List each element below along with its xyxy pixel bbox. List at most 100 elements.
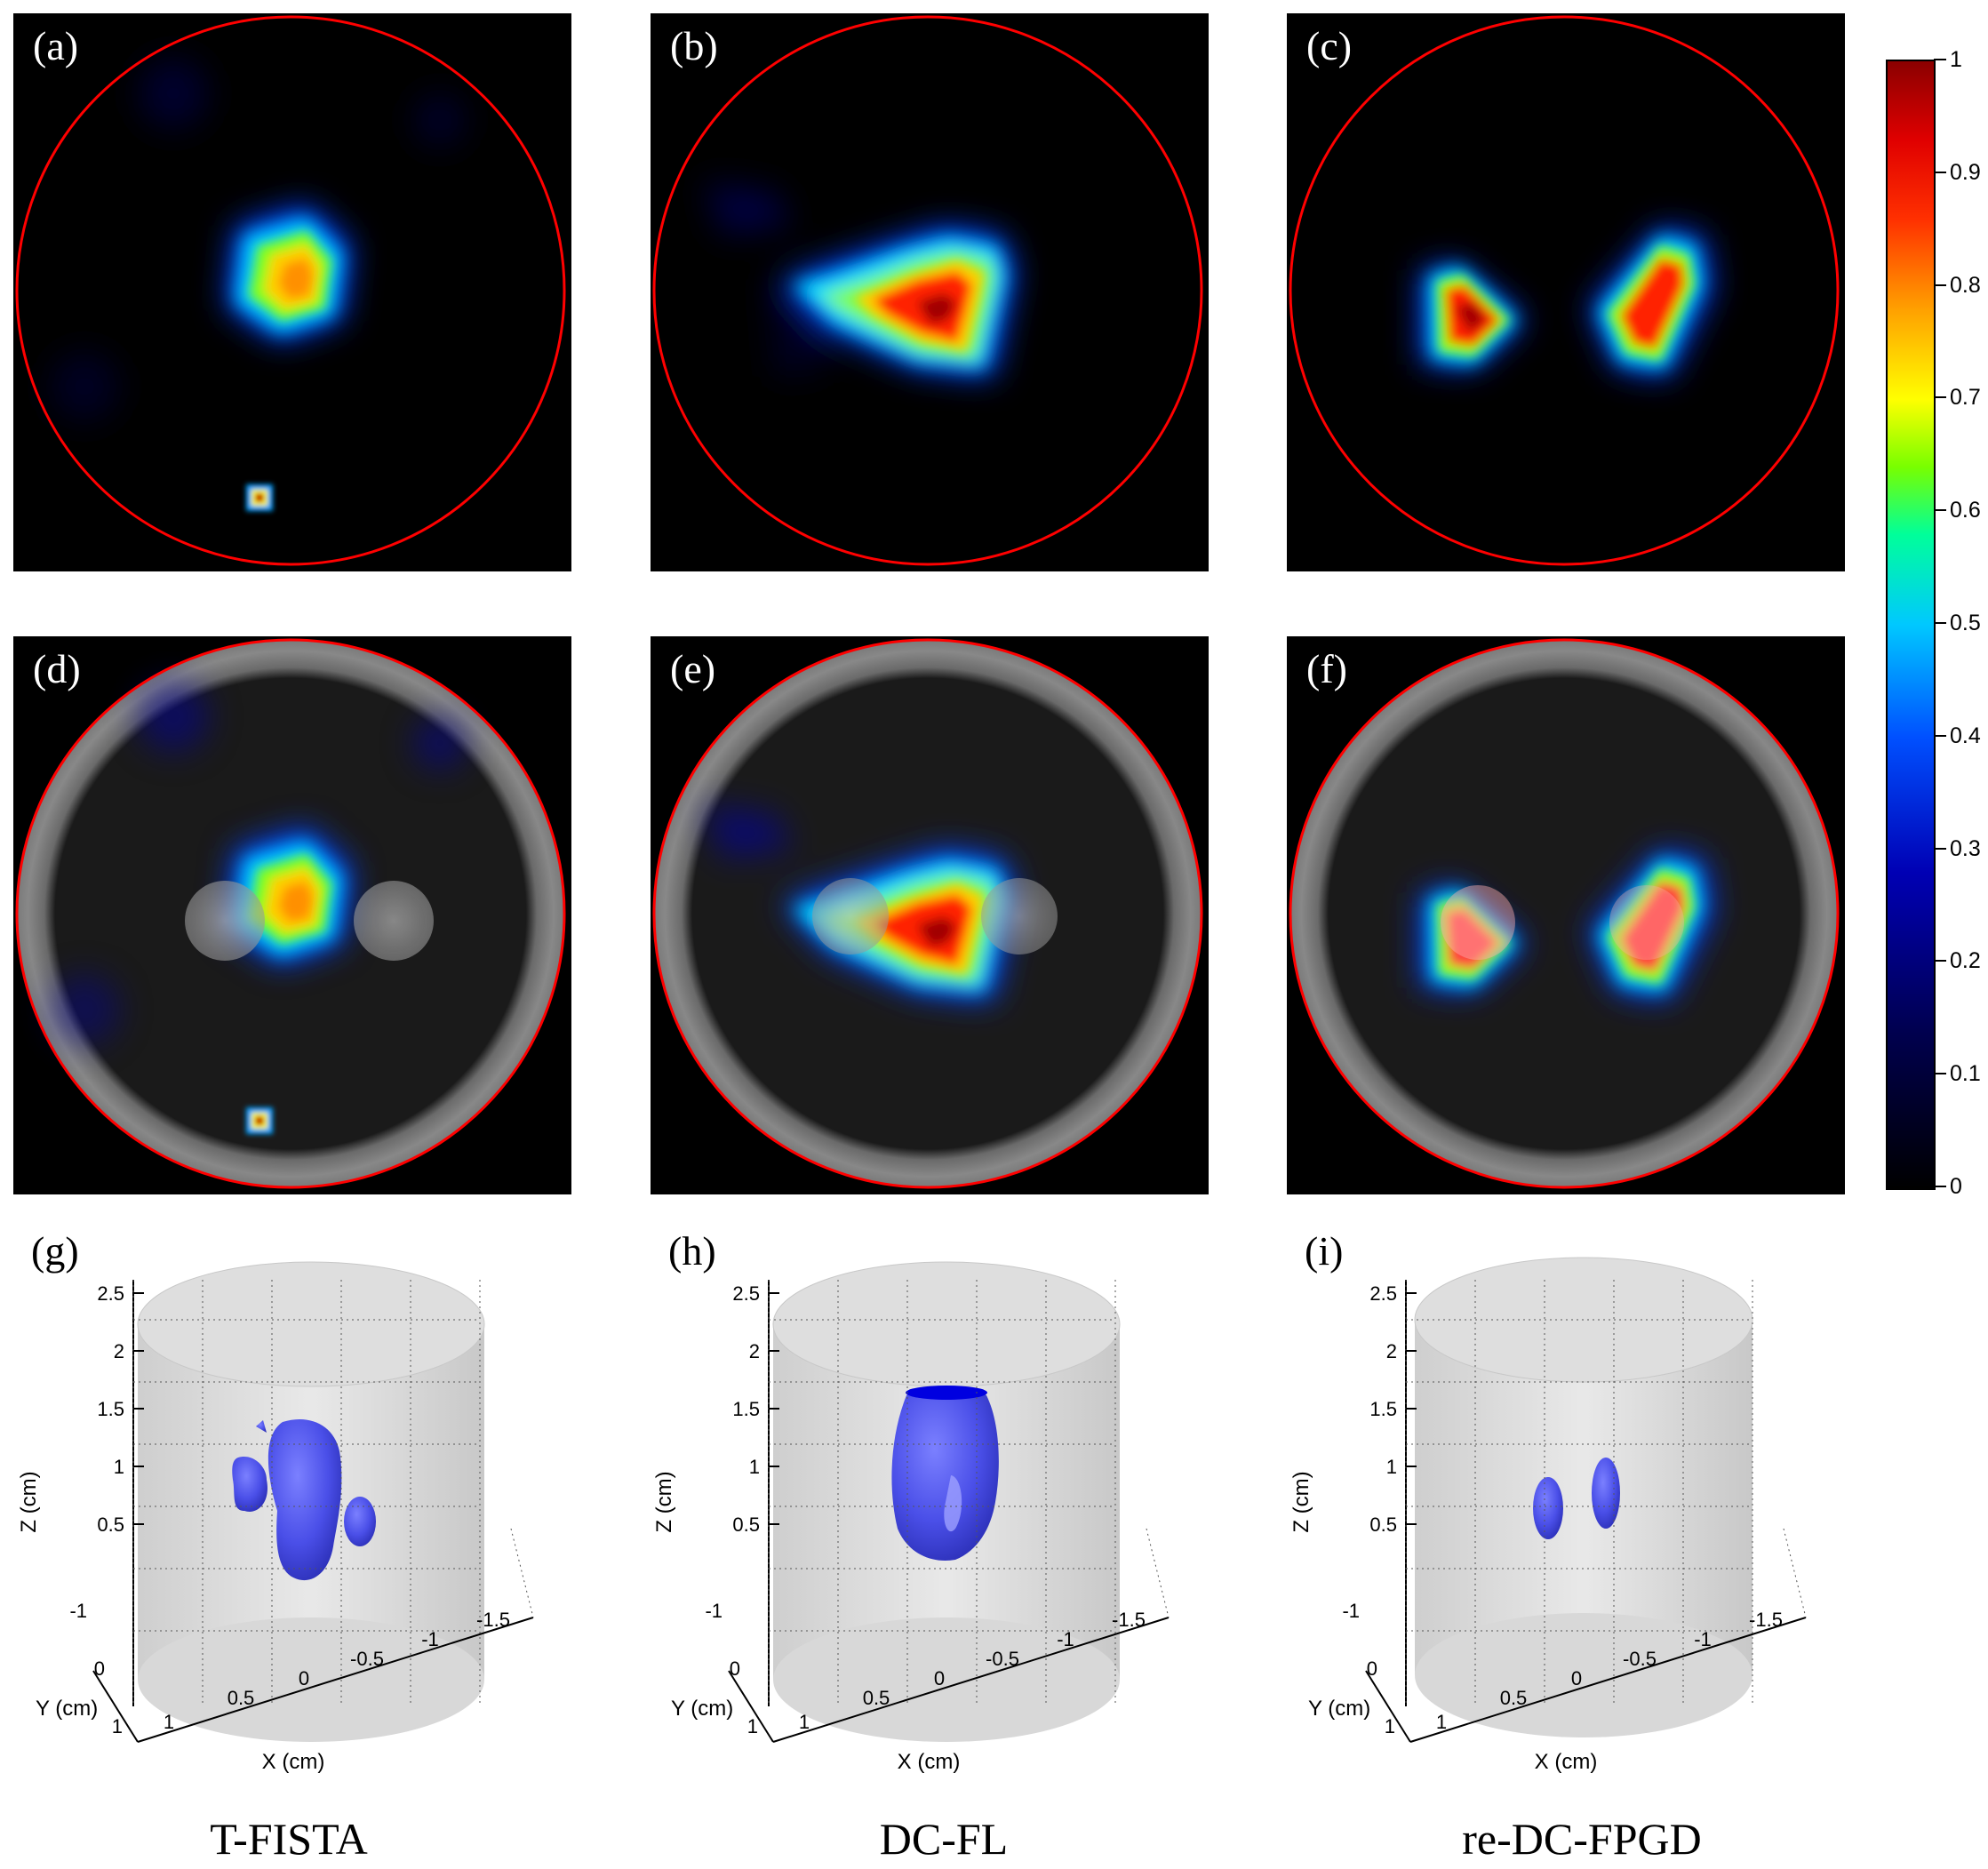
cylinder (1414, 1257, 1753, 1737)
heatmap-a (15, 15, 566, 566)
panel-f: (f) (1287, 636, 1845, 1194)
panel-c: (c) (1287, 13, 1845, 571)
z-tick-label: 2.5 (732, 1282, 760, 1305)
grid-line (510, 1528, 534, 1618)
plot3d-h: 2.5 2 1.5 1 0.5 Z (cm) -1 0 1 Y (cm) 1 0.5 0 -0.5 -1 -1… (635, 1244, 1240, 1777)
axes-h: 2.5 2 1.5 1 0.5 Z (cm) -1 0 1 Y (cm) 1 0.5 0 -0.5 -1 -1… (652, 1280, 1170, 1774)
colorbar-tick (1934, 396, 1946, 399)
panel-label-g: (g) (31, 1228, 79, 1274)
heatmap-c (1289, 15, 1840, 566)
colorbar-tick (1934, 734, 1946, 737)
method-label-t-fista: T-FISTA (210, 1814, 368, 1864)
colorbar-tick-label: 0 (1950, 1174, 1962, 1199)
z-tick-label: 0.5 (732, 1514, 760, 1536)
y-axis-line (92, 1670, 139, 1743)
colorbar-tick-label: 0.9 (1950, 159, 1981, 185)
z-tick-label: 1 (749, 1456, 760, 1478)
x-tick-label: -1.5 (1749, 1609, 1783, 1631)
y-tick-label: 1 (112, 1715, 123, 1737)
isosurface (1533, 1458, 1620, 1539)
x-axis-line (1409, 1617, 1807, 1743)
colorbar-tick-label: 0.8 (1950, 272, 1981, 298)
y-tick-label: 0 (730, 1657, 740, 1680)
colorbar-tick (1934, 847, 1946, 850)
colorbar-tick (1934, 171, 1946, 173)
z-tick-label: 2 (1386, 1340, 1397, 1362)
isosurface (891, 1386, 999, 1561)
panel-label: (b) (670, 23, 718, 68)
plot3d-i-svg: 2.5 2 1.5 1 0.5 Z (cm) -1 0 1 Y (cm) 1 0.5 0 -0.5 -1 -1… (1289, 1257, 1807, 1774)
colorbar-tick-label: 0.2 (1950, 948, 1981, 974)
y-tick-label: -1 (705, 1600, 723, 1622)
x-tick-label: 1 (164, 1711, 174, 1733)
colorbar-tick (1934, 509, 1946, 512)
x-tick-label: 1 (799, 1711, 810, 1733)
boundary-circle (1289, 638, 1840, 1189)
x-axis-label: X (cm) (262, 1750, 325, 1774)
x-tick-label: 0 (934, 1667, 945, 1689)
y-tick-label: 1 (1385, 1715, 1395, 1737)
x-axis-label: X (cm) (1535, 1750, 1598, 1774)
x-tick-label: -1 (421, 1628, 439, 1650)
colorbar-tick-label: 1 (1950, 47, 1962, 72)
axes-g: 2.5 2 1.5 1 0.5 Z (cm) -1 0 1 Y (cm) 1 0.5 0 -0.5 -1 -1… (17, 1280, 534, 1774)
cylinder (772, 1261, 1121, 1742)
boundary-circle (652, 15, 1203, 566)
boundary-circle (652, 638, 1203, 1189)
y-tick-label: -1 (69, 1600, 87, 1622)
panel-label: (a) (33, 23, 79, 68)
z-tick-label: 0.5 (97, 1514, 124, 1536)
x-tick-label: 0.5 (1500, 1687, 1528, 1709)
x-tick-label: -1.5 (1112, 1609, 1146, 1631)
x-axis-line (137, 1617, 534, 1743)
z-axis-label: Z (cm) (17, 1471, 41, 1532)
colorbar-tick-label: 0.7 (1950, 385, 1981, 411)
colorbar-tick-label: 0.5 (1950, 611, 1981, 635)
x-tick-label: -0.5 (986, 1648, 1019, 1670)
grid-line (1146, 1528, 1170, 1618)
colorbar-tick (1934, 284, 1946, 286)
z-tick-label: 1.5 (97, 1398, 124, 1420)
boundary-circle (1289, 15, 1840, 566)
colorbar-tick-label: 0.3 (1950, 835, 1981, 861)
overlay-e (652, 638, 1203, 1189)
z-tick-label: 1.5 (1369, 1398, 1397, 1420)
boundary-circle (15, 638, 566, 1189)
y-tick-label: 0 (94, 1657, 105, 1680)
y-axis-label: Y (cm) (671, 1697, 733, 1721)
y-axis-line (728, 1670, 774, 1743)
colorbar-tick (1934, 59, 1946, 60)
x-tick-label: 0.5 (228, 1687, 255, 1709)
axes-i: 2.5 2 1.5 1 0.5 Z (cm) -1 0 1 Y (cm) 1 0.5 0 -0.5 -1 -1… (1289, 1280, 1807, 1774)
z-axis-label: Z (cm) (652, 1471, 676, 1532)
grid-line (1783, 1528, 1807, 1618)
heatmap-b (652, 15, 1203, 566)
panel-label: (d) (33, 646, 81, 691)
panel-label: (c) (1306, 23, 1353, 68)
colorbar-tick-label: 0.4 (1950, 723, 1981, 748)
plot3d-g: 2.5 2 1.5 1 0.5 Z (cm) -1 0 1 Y (cm) 1 0.5 0 -0.5 -1 -1… (0, 1244, 604, 1777)
z-tick-label: 2.5 (1369, 1282, 1397, 1305)
panel-label-h: (h) (668, 1228, 716, 1274)
method-label-dc-fl: DC-FL (879, 1814, 1009, 1864)
overlay-d (15, 638, 566, 1189)
colorbar-tick (1934, 960, 1946, 962)
y-tick-label: 0 (1367, 1657, 1377, 1680)
panel-a: (a) (13, 13, 571, 571)
z-tick-label: 2 (114, 1340, 124, 1362)
panel-d: (d) (13, 636, 571, 1194)
colorbar-tick-label: 0.6 (1950, 498, 1981, 523)
plot3d-g-svg: 2.5 2 1.5 1 0.5 Z (cm) -1 0 1 Y (cm) 1 0.5 0 -0.5 -1 -1… (17, 1261, 534, 1774)
x-tick-label: -0.5 (1623, 1648, 1657, 1670)
x-tick-label: 0 (299, 1667, 309, 1689)
isosurface (232, 1418, 376, 1581)
x-axis-label: X (cm) (898, 1750, 961, 1774)
colorbar-tick (1934, 1073, 1946, 1075)
z-tick-label: 1 (1386, 1456, 1397, 1478)
plot3d-h-svg: 2.5 2 1.5 1 0.5 Z (cm) -1 0 1 Y (cm) 1 0.5 0 -0.5 -1 -1… (652, 1261, 1170, 1774)
overlay-f (1289, 638, 1840, 1189)
panel-label: (e) (670, 646, 716, 691)
x-axis-line (772, 1617, 1170, 1743)
method-label-re-dc-fpgd: re-DC-FPGD (1462, 1814, 1702, 1864)
panel-b: (b) (651, 13, 1209, 571)
